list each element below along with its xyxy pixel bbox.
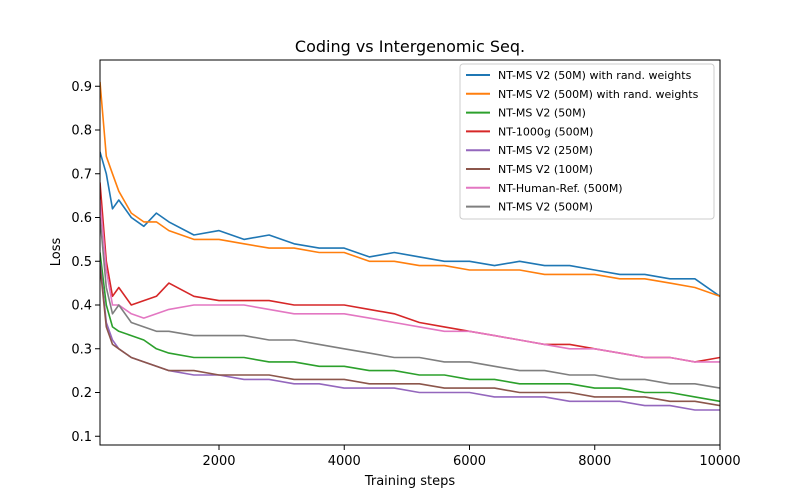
series-line-6 [100,265,720,407]
x-axis: 2000 4000 6000 8000 10000 [202,445,741,469]
y-tick-label: 0.1 [71,430,92,445]
series-line-1 [100,151,720,297]
y-tick-label: 0.5 [71,255,92,270]
y-tick-label: 0.7 [71,167,92,182]
y-tick-label: 0.9 [71,80,92,95]
legend-entry: NT-MS V2 (100M) [498,163,593,176]
legend: NT-MS V2 (50M) with rand. weights NT-MS V… [459,63,715,220]
series-line-2 [100,81,720,298]
x-axis-label: Training steps [364,474,456,489]
y-tick-label: 0.6 [71,211,92,226]
y-tick-label: 0.3 [71,342,92,357]
legend-entry: NT-MS V2 (50M) [498,107,586,120]
legend-entry: NT-Human-Ref. (500M) [498,182,623,195]
y-tick-label: 0.2 [71,386,92,401]
series-layer [100,81,720,411]
y-tick-label: 0.4 [71,299,92,314]
y-axis: 0.1 0.2 0.3 0.4 0.5 0.6 0.7 0.8 0.9 [71,80,100,445]
legend-entry: NT-MS V2 (500M) with rand. weights [498,88,699,101]
x-tick-label: 2000 [202,454,235,469]
y-axis-label: Loss [49,238,64,267]
legend-entry: NT-MS V2 (500M) [498,201,593,214]
x-tick-label: 6000 [453,454,486,469]
legend-entry: NT-MS V2 (50M) with rand. weights [498,69,692,82]
series-line-8 [100,217,720,389]
legend-entry: NT-MS V2 (250M) [498,144,593,157]
legend-box [459,63,715,220]
series-line-3 [100,252,720,403]
x-tick-label: 10000 [699,454,740,469]
y-tick-label: 0.8 [71,124,92,139]
legend-entry: NT-1000g (500M) [498,125,593,138]
chart-title: Coding vs Intergenomic Seq. [295,37,525,56]
x-tick-label: 4000 [328,454,361,469]
x-tick-label: 8000 [578,454,611,469]
plot-frame [99,59,721,446]
series-line-7 [100,199,720,363]
